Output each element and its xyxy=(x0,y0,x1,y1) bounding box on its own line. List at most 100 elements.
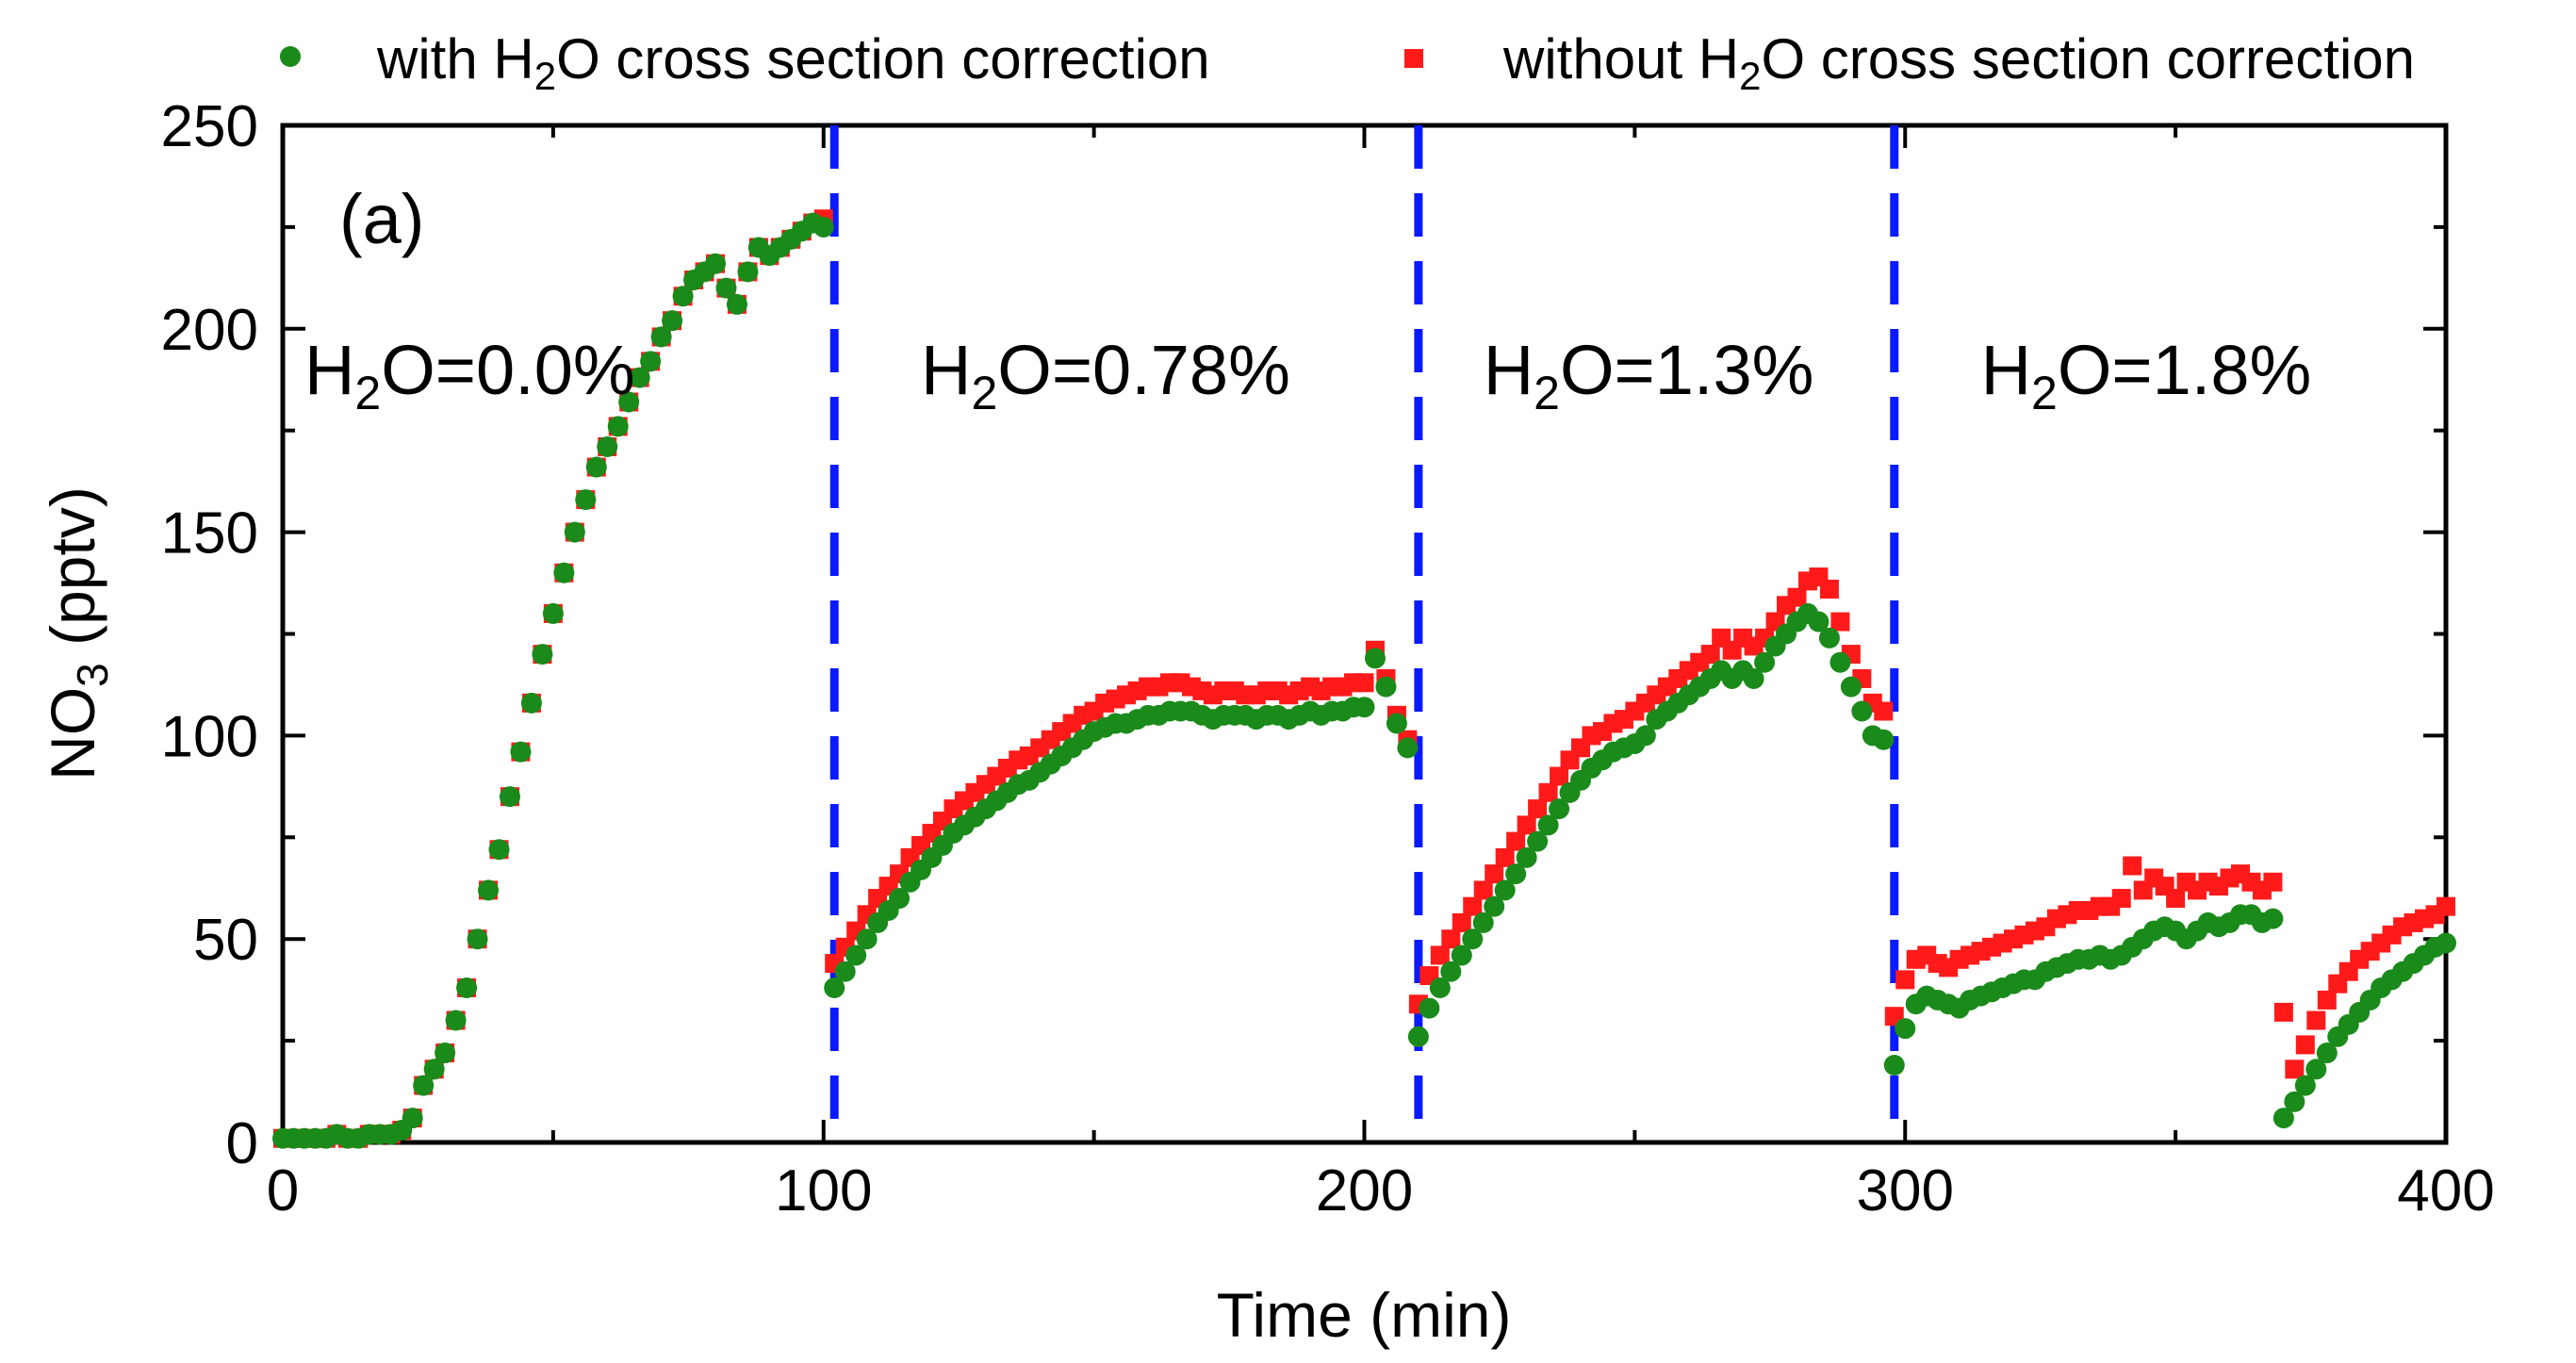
point-with xyxy=(1484,895,1505,917)
point-with xyxy=(1462,928,1484,950)
point-with xyxy=(1429,977,1451,998)
y-tick-label: 0 xyxy=(226,1111,258,1176)
legend-label-with: with H2O cross section correction xyxy=(376,27,1210,98)
annotations: H2O=0.0% H2O=0.78% H2O=1.3% H2O=1.8% xyxy=(304,331,2311,419)
point-without xyxy=(1538,782,1558,802)
point-with xyxy=(737,261,759,283)
point-with xyxy=(845,944,867,966)
point-with xyxy=(812,216,834,238)
point-with xyxy=(1829,651,1851,673)
point-with xyxy=(2305,1059,2327,1080)
point-without xyxy=(1506,831,1526,851)
point-without xyxy=(2263,872,2283,892)
point-with xyxy=(1375,676,1397,698)
point-with xyxy=(1364,648,1386,669)
point-with xyxy=(2272,1108,2294,1129)
point-with xyxy=(629,367,650,388)
point-with xyxy=(435,1043,456,1064)
y-tick-label: 200 xyxy=(161,298,258,363)
point-with xyxy=(553,562,575,583)
legend-marker-with xyxy=(280,46,301,67)
point-with xyxy=(618,391,640,413)
point-without xyxy=(2111,889,2131,909)
point-without xyxy=(2306,1010,2326,1030)
point-with xyxy=(585,456,607,478)
point-with xyxy=(467,928,488,950)
point-with xyxy=(478,879,500,901)
point-without xyxy=(2285,1059,2305,1079)
legend-label-without-sub: 2 xyxy=(1739,54,1761,98)
point-with xyxy=(1397,737,1419,759)
point-with xyxy=(1505,863,1527,885)
x-tick-label: 200 xyxy=(1316,1158,1413,1223)
point-with xyxy=(575,489,597,511)
x-tick-label: 100 xyxy=(775,1158,872,1223)
point-with xyxy=(1419,997,1440,1019)
point-without xyxy=(1517,815,1536,835)
point-without xyxy=(1452,912,1471,932)
point-with xyxy=(564,521,585,543)
point-with xyxy=(413,1075,435,1096)
point-with xyxy=(1840,676,1862,698)
point-with xyxy=(1354,697,1375,718)
point-with xyxy=(1754,651,1776,673)
point-with xyxy=(824,977,845,998)
point-with xyxy=(1537,814,1559,836)
point-with xyxy=(1516,846,1537,868)
water-level-annotation: H2O=0.0% xyxy=(304,331,635,419)
point-without xyxy=(1700,645,1720,665)
point-with xyxy=(834,961,856,982)
point-without xyxy=(1787,587,1807,607)
point-with xyxy=(1808,611,1829,632)
point-without xyxy=(2317,990,2337,1010)
point-without xyxy=(1473,880,1493,900)
point-with xyxy=(532,644,553,665)
point-with xyxy=(1527,830,1549,852)
point-with xyxy=(597,435,618,457)
y-tick-label: 150 xyxy=(161,501,258,567)
point-without xyxy=(2437,896,2455,916)
point-with xyxy=(520,692,542,714)
axis-tick-labels: 0 100 200 300 400 0 50 100 150 200 250 xyxy=(161,94,2495,1223)
point-with xyxy=(456,977,478,998)
point-with xyxy=(662,310,683,332)
point-with xyxy=(510,741,532,763)
point-with xyxy=(1743,667,1764,689)
point-without xyxy=(1495,847,1515,867)
y-axis-title: NO3 (pptv) xyxy=(38,486,117,780)
point-with xyxy=(542,602,564,624)
water-level-annotation: H2O=1.8% xyxy=(1981,331,2312,419)
point-with xyxy=(1895,1018,1916,1040)
point-with xyxy=(672,286,694,307)
point-without xyxy=(2166,889,2186,909)
point-with xyxy=(640,351,662,372)
point-without xyxy=(1819,580,1839,599)
point-without xyxy=(1830,612,1850,632)
point-with xyxy=(1440,961,1462,982)
point-with xyxy=(2436,932,2456,954)
data-points xyxy=(272,209,2456,1149)
point-with xyxy=(499,786,520,808)
point-with xyxy=(2284,1091,2305,1112)
point-with xyxy=(607,416,629,437)
point-with xyxy=(1883,1054,1905,1076)
point-without xyxy=(2295,1035,2315,1055)
point-with xyxy=(856,928,878,950)
point-without xyxy=(1895,970,1915,990)
x-tick-label: 300 xyxy=(1857,1158,1954,1223)
point-without xyxy=(1430,945,1450,965)
water-step-dividers xyxy=(829,125,1899,1142)
point-without xyxy=(2273,1002,2293,1022)
point-with xyxy=(2262,908,2284,929)
series-with xyxy=(272,212,2456,1149)
legend-label-without: without H2O cross section correction xyxy=(1502,27,2415,98)
point-without xyxy=(1550,766,1569,786)
plot-frame xyxy=(280,123,2449,1145)
point-with xyxy=(1634,725,1656,747)
panel-label: (a) xyxy=(339,180,424,258)
water-level-annotation: H2O=0.78% xyxy=(921,331,1290,419)
point-without xyxy=(1485,864,1504,884)
point-without xyxy=(1354,673,1374,693)
point-without xyxy=(1874,701,1894,721)
